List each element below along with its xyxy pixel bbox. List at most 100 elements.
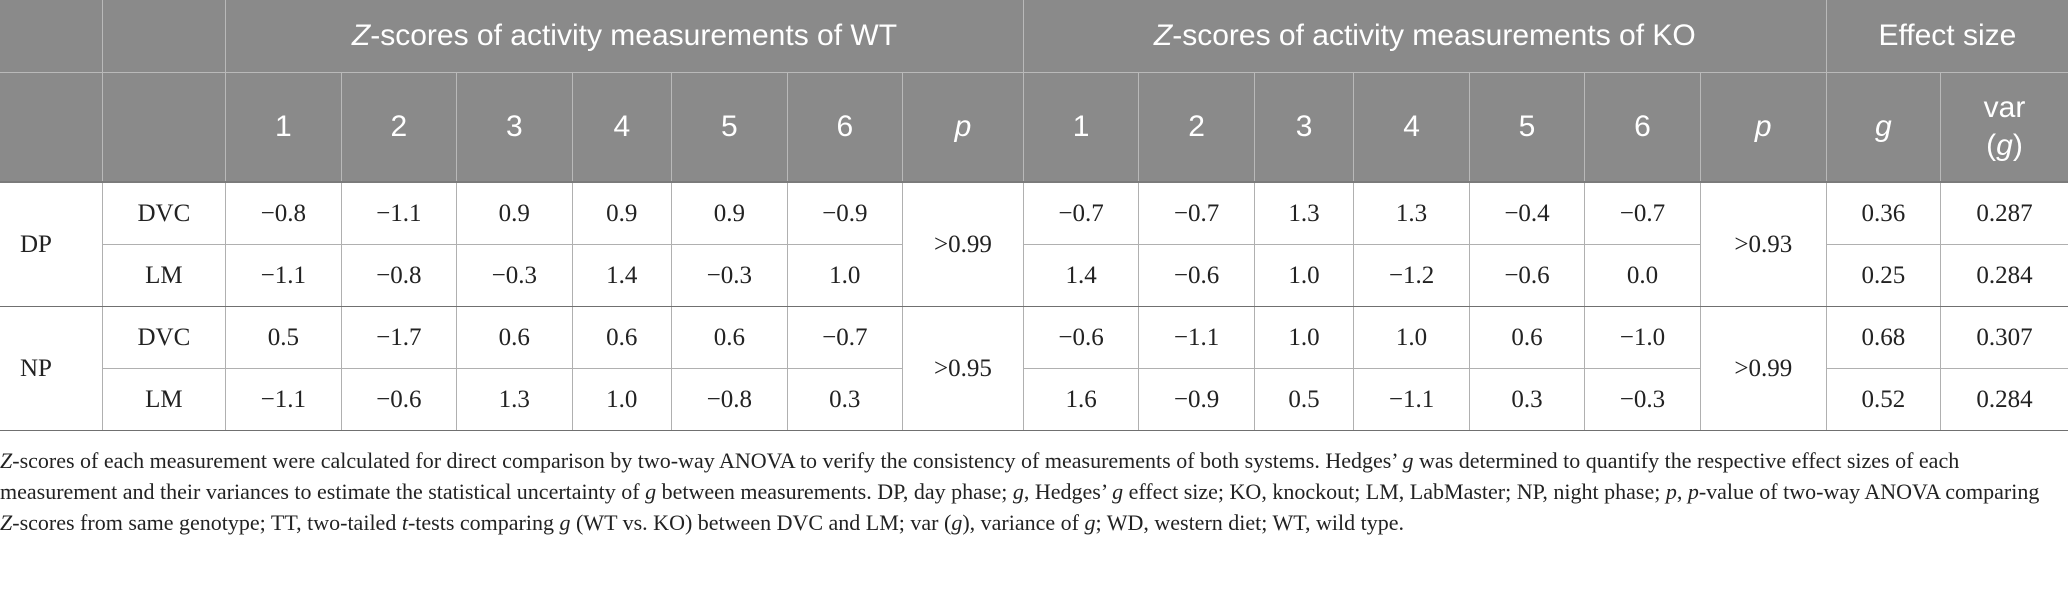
header-wt-group: Z-scores of activity measurements of WT: [225, 0, 1024, 73]
cell-wt: −0.7: [787, 306, 904, 369]
footnote-text: ; WD, western diet; WT, wild type.: [1095, 510, 1405, 535]
cell-wt: −0.6: [341, 368, 458, 431]
cell-ko: 1.3: [1254, 182, 1355, 245]
cell-wt: 0.9: [671, 182, 788, 245]
cell-ko: −0.6: [1023, 306, 1140, 369]
footnote-italic: g: [1084, 510, 1096, 535]
z-letter: Z: [351, 19, 371, 52]
header-wt-col-5: 5: [671, 72, 788, 183]
z-scores-table: Z-scores of activity measurements of WT …: [0, 0, 2068, 431]
table-row: DP DVC −0.8 −1.1 0.9 0.9 0.9 −0.9 >0.99 …: [0, 182, 2068, 307]
g-letter: g: [1875, 110, 1892, 143]
footnote-italic: g: [559, 510, 571, 535]
cell-ko: 1.3: [1353, 182, 1470, 245]
header-ko-col-4: 4: [1353, 72, 1470, 183]
cell-ko: 1.0: [1254, 244, 1355, 307]
cell-var-g: 0.284: [1940, 368, 2068, 431]
header-ko-group: Z-scores of activity measurements of KO: [1023, 0, 1827, 73]
row-system-label: LM: [102, 368, 227, 431]
header-g: g: [1826, 72, 1941, 183]
cell-wt: −1.1: [341, 182, 458, 245]
footnote-text: -scores from same genotype; TT, two-tail…: [12, 510, 402, 535]
cell-wt: 0.6: [572, 306, 673, 369]
cell-ko: 0.5: [1254, 368, 1355, 431]
cell-wt: 1.0: [787, 244, 904, 307]
table-row: LM −1.1 −0.8 −0.3 1.4 −0.3 1.0 1.4 −0.6 …: [0, 244, 2068, 307]
header-blank-system: [102, 0, 227, 73]
footnote-text: ,: [1676, 479, 1688, 504]
cell-wt: 0.6: [671, 306, 788, 369]
cell-ko: −0.6: [1138, 244, 1255, 307]
cell-wt: 0.9: [456, 182, 573, 245]
header-wt-col-4: 4: [572, 72, 673, 183]
cell-ko: 0.0: [1584, 244, 1701, 307]
header-ko-text: -scores of activity measurements of KO: [1172, 19, 1696, 52]
cell-ko: 1.6: [1023, 368, 1140, 431]
cell-g: 0.52: [1826, 368, 1941, 431]
cell-ko: 1.0: [1254, 306, 1355, 369]
header-ko-col-5: 5: [1469, 72, 1586, 183]
row-system-label: DVC: [102, 182, 227, 245]
footnote-italic: p: [1687, 479, 1699, 504]
table-row: LM −1.1 −0.6 1.3 1.0 −0.8 0.3 1.6 −0.9 0…: [0, 368, 2068, 431]
footnote-italic: g: [1112, 479, 1124, 504]
header-wt-text: -scores of activity measurements of WT: [370, 19, 898, 52]
cell-g: 0.68: [1826, 306, 1941, 369]
paren-open: (: [1986, 129, 1997, 162]
cell-wt: −1.1: [225, 244, 342, 307]
footnote-text: was determined to quantify the respectiv…: [0, 448, 1960, 504]
cell-ko: 0.3: [1469, 368, 1586, 431]
header-wt-p: p: [902, 72, 1024, 183]
table-row: NP DVC 0.5 −1.7 0.6 0.6 0.6 −0.7 >0.95 −…: [0, 306, 2068, 431]
header-effect-size: Effect size: [1826, 0, 2068, 73]
footnote-italic: g: [1402, 448, 1414, 473]
cell-ko: −0.9: [1138, 368, 1255, 431]
paren-close: ): [2012, 129, 2023, 162]
header-ko-p: p: [1700, 72, 1827, 183]
cell-wt: 0.6: [456, 306, 573, 369]
cell-wt: 1.3: [456, 368, 573, 431]
cell-wt: −1.1: [225, 368, 342, 431]
cell-ko: 1.0: [1353, 306, 1470, 369]
footnote-text: between measurements. DP, day phase;: [656, 479, 1013, 504]
header-blank-phase-2: [0, 72, 103, 183]
footnote-italic: Z: [0, 448, 13, 473]
header-row-groups: Z-scores of activity measurements of WT …: [0, 0, 2068, 73]
g-letter: g: [1996, 129, 2013, 162]
row-phase-label: DP: [0, 182, 103, 307]
header-wt-col-6: 6: [787, 72, 904, 183]
row-system-label: DVC: [102, 306, 227, 369]
cell-wt-p: >0.99: [902, 182, 1024, 307]
cell-wt: 1.0: [572, 368, 673, 431]
cell-wt: −0.9: [787, 182, 904, 245]
cell-wt: −0.8: [341, 244, 458, 307]
cell-ko: −0.7: [1138, 182, 1255, 245]
header-ko-col-3: 3: [1254, 72, 1355, 183]
cell-wt: −1.7: [341, 306, 458, 369]
cell-ko: −1.2: [1353, 244, 1470, 307]
cell-wt: −0.3: [456, 244, 573, 307]
cell-ko: −0.7: [1023, 182, 1140, 245]
p-letter: p: [1754, 110, 1772, 143]
row-phase-label: NP: [0, 306, 103, 431]
header-wt-col-2: 2: [341, 72, 458, 183]
z-letter: Z: [1153, 19, 1173, 52]
cell-wt: −0.3: [671, 244, 788, 307]
cell-var-g: 0.307: [1940, 306, 2068, 369]
cell-ko: −0.6: [1469, 244, 1586, 307]
cell-wt: 0.9: [572, 182, 673, 245]
cell-ko-p: >0.93: [1700, 182, 1827, 307]
footnote-italic: g: [951, 510, 963, 535]
cell-var-g: 0.287: [1940, 182, 2068, 245]
header-wt-col-1: 1: [225, 72, 342, 183]
cell-g: 0.36: [1826, 182, 1941, 245]
header-wt-col-3: 3: [456, 72, 573, 183]
header-ko-col-1: 1: [1023, 72, 1140, 183]
footnote-text: , Hedges’: [1023, 479, 1113, 504]
table-footnote: Z-scores of each measurement were calcul…: [0, 445, 2060, 538]
header-blank-system-2: [102, 72, 227, 183]
cell-wt: 1.4: [572, 244, 673, 307]
cell-wt: 0.3: [787, 368, 904, 431]
cell-ko: −1.1: [1353, 368, 1470, 431]
cell-wt-p: >0.95: [902, 306, 1024, 431]
